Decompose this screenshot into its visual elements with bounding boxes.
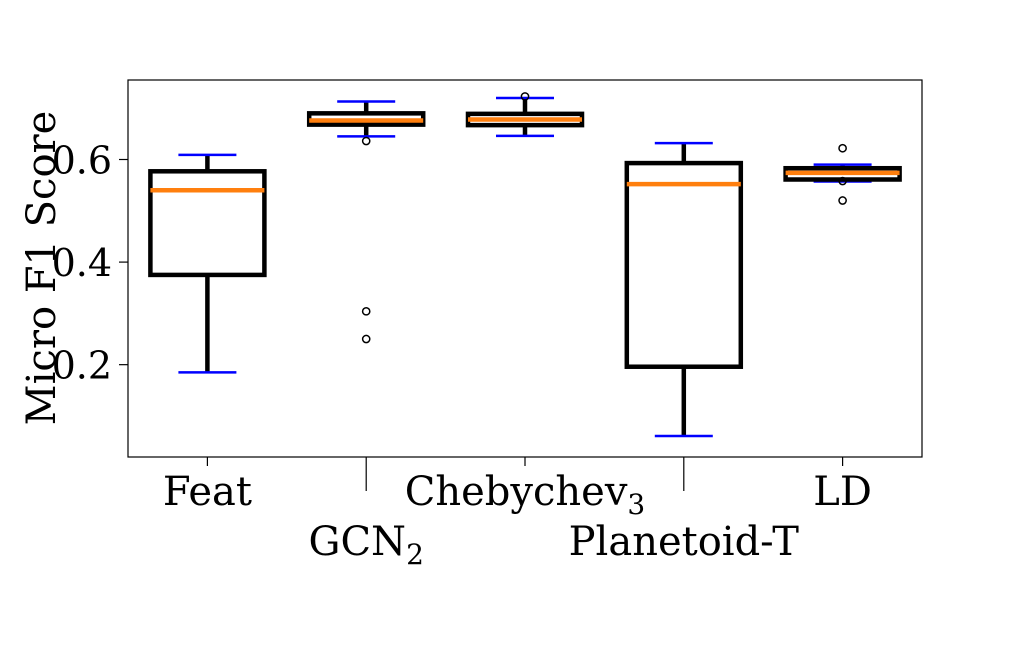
y-tick-label: 0.4: [52, 241, 112, 285]
box-5: [783, 143, 902, 205]
y-tick-label: 0.6: [52, 139, 112, 183]
x-tick-label-text: LD: [813, 469, 872, 515]
box-4: [624, 141, 744, 438]
y-axis-label: Micro F1 Score: [19, 111, 65, 426]
x-tick-label-subscript: 2: [406, 538, 424, 571]
y-axis-ticks: 0.2 0.4 0.6: [52, 139, 128, 388]
x-tick-label-text: Feat: [163, 469, 252, 515]
y-tick-label: 0.2: [52, 344, 112, 388]
x-tick-label-text: GCN: [309, 519, 407, 565]
x-tick-label-text: Planetoid-T: [569, 519, 800, 565]
x-tick-label: LD: [813, 469, 872, 515]
outlier-point: [520, 92, 530, 101]
outlier-point: [838, 196, 847, 205]
box-2: [306, 100, 426, 344]
x-tick-label: Planetoid-T: [569, 519, 800, 565]
x-tick-label-subscript: 3: [627, 488, 645, 521]
outlier-point: [361, 136, 371, 146]
outlier-point: [361, 306, 371, 316]
boxes-layer: [148, 92, 902, 438]
x-tick-label: GCN2: [309, 519, 424, 571]
interquartile-box: [624, 160, 744, 369]
interquartile-box: [148, 169, 267, 278]
x-tick-label-text: Chebychev: [405, 469, 628, 515]
outlier-point: [361, 334, 371, 344]
outlier-point: [838, 176, 847, 186]
box-3: [465, 92, 585, 138]
box-1: [148, 153, 267, 374]
x-tick-label: Feat: [163, 469, 252, 515]
outlier-point: [838, 143, 847, 153]
x-tick-label: Chebychev3: [405, 469, 646, 521]
